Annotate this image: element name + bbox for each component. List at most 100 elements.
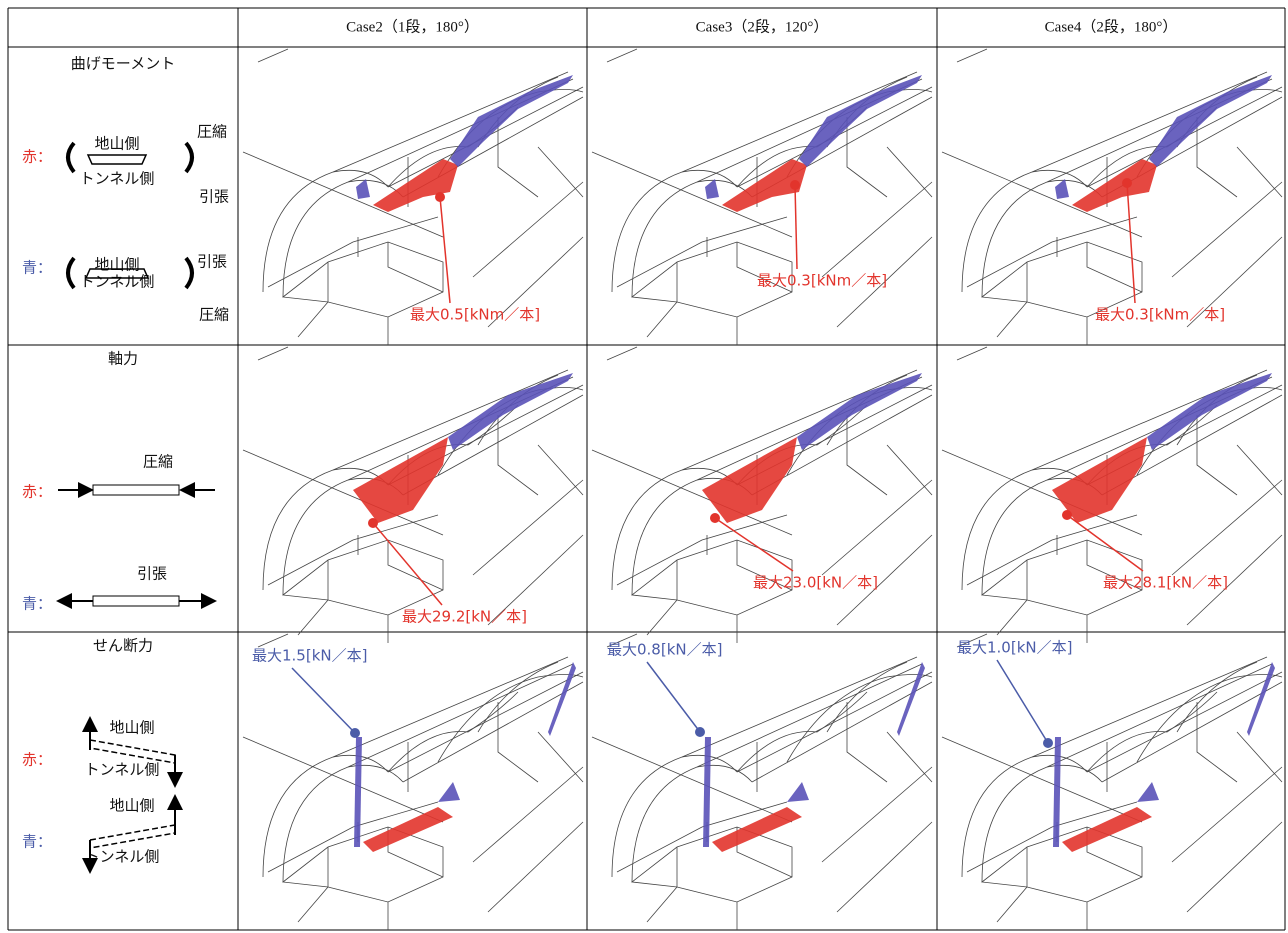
legend-text: トンネル側 [85, 761, 160, 779]
wireframe [787, 675, 932, 763]
legend-text: 引張 [199, 188, 229, 206]
wireframe [997, 887, 1027, 922]
max-point [1122, 178, 1132, 188]
wireframe [348, 664, 573, 767]
wireframe [822, 480, 932, 575]
force-blue [1147, 373, 1272, 450]
wireframe [957, 49, 987, 62]
wireframe [538, 732, 583, 782]
legend-member [93, 485, 179, 495]
wireframe [997, 600, 1027, 635]
force-blue [799, 75, 922, 167]
max-point [368, 518, 378, 528]
wireframe [752, 682, 932, 782]
wireframe [258, 634, 288, 647]
wireframe [612, 755, 737, 877]
max-label: 最大0.3[kNm／本] [1095, 306, 1225, 324]
force-blue [356, 179, 370, 199]
wireframe [268, 515, 438, 585]
wireframe [263, 170, 388, 292]
force-red [702, 437, 797, 523]
legend-text: 地山側 [109, 797, 154, 815]
column-header: Case3（2段，120°） [696, 18, 829, 35]
force-red [1072, 159, 1157, 212]
wireframe [822, 767, 932, 862]
wireframe [268, 802, 438, 872]
force-blue [354, 737, 362, 847]
result-table: Case2（1段，180°）Case3（2段，120°）Case4（2段，180… [0, 0, 1288, 933]
legend-text: 地山側 [94, 135, 139, 153]
wireframe [1187, 822, 1282, 912]
wireframe [847, 415, 887, 495]
wireframe [258, 49, 288, 62]
force-red [712, 807, 802, 852]
wireframe [962, 170, 1087, 292]
legend-text: トンネル側 [85, 848, 160, 866]
row-title: せん断力 [93, 637, 153, 655]
wireframe [283, 827, 443, 902]
wireframe [258, 347, 288, 360]
wireframe [887, 732, 932, 782]
legend-text: 青： [22, 833, 52, 851]
force-blue [787, 782, 809, 802]
max-label: 最大1.5[kN／本] [252, 647, 367, 665]
wireframe [498, 117, 538, 197]
wireframe [1197, 702, 1237, 782]
max-point [350, 728, 360, 738]
wireframe [473, 182, 583, 277]
wireframe [298, 887, 328, 922]
wireframe [632, 827, 792, 902]
max-point [1062, 510, 1072, 520]
force-blue [1053, 737, 1061, 847]
wireframe [982, 765, 1102, 882]
wireframe [538, 445, 583, 495]
force-blue [450, 75, 573, 167]
wireframe [1172, 182, 1282, 277]
legend-text: 圧縮 [199, 306, 229, 324]
wireframe [473, 767, 583, 862]
max-label: 最大0.8[kN／本] [607, 641, 722, 659]
legend-text: 地山側 [94, 256, 139, 274]
leader-line [373, 523, 442, 605]
wireframe [1172, 480, 1282, 575]
leader-line [997, 660, 1048, 743]
wireframe [827, 662, 907, 732]
model-diagram: 最大0.8[kN／本] [592, 634, 932, 930]
wireframe [617, 802, 787, 872]
model-diagram: 最大0.3[kNm／本] [592, 49, 932, 345]
leader-line [1127, 183, 1135, 303]
force-red [363, 807, 453, 852]
legend-text: 赤： [22, 483, 52, 501]
wireframe [298, 302, 328, 337]
wireframe [1197, 415, 1237, 495]
wireframe [967, 217, 1137, 287]
wireframe [263, 755, 388, 877]
wireframe [957, 347, 987, 360]
wireframe [887, 147, 932, 197]
wireframe [997, 302, 1027, 337]
max-label: 最大23.0[kN／本] [753, 574, 878, 592]
legend-text: トンネル側 [80, 273, 155, 291]
legend-shape [90, 825, 175, 848]
wireframe [632, 765, 752, 882]
force-red [373, 159, 458, 212]
force-red [353, 437, 448, 523]
max-point [435, 192, 445, 202]
leader-line [440, 197, 450, 303]
wireframe [837, 822, 932, 912]
legend-text: 圧縮 [197, 123, 227, 141]
wireframe [498, 415, 538, 495]
legend-text: 引張 [137, 565, 167, 583]
max-point [1043, 738, 1053, 748]
max-point [790, 180, 800, 190]
wireframe [1237, 732, 1282, 782]
wireframe [847, 702, 887, 782]
wireframe [822, 182, 932, 277]
max-label: 最大1.0[kN／本] [957, 639, 1072, 657]
max-label: 最大28.1[kN／本] [1103, 574, 1228, 592]
row-title: 曲げモーメント [71, 55, 175, 73]
model-diagram: 最大1.5[kN／本] [243, 634, 583, 930]
legend-text: 地山側 [109, 719, 154, 737]
wireframe [488, 822, 583, 912]
max-label: 最大0.5[kNm／本] [410, 306, 540, 324]
